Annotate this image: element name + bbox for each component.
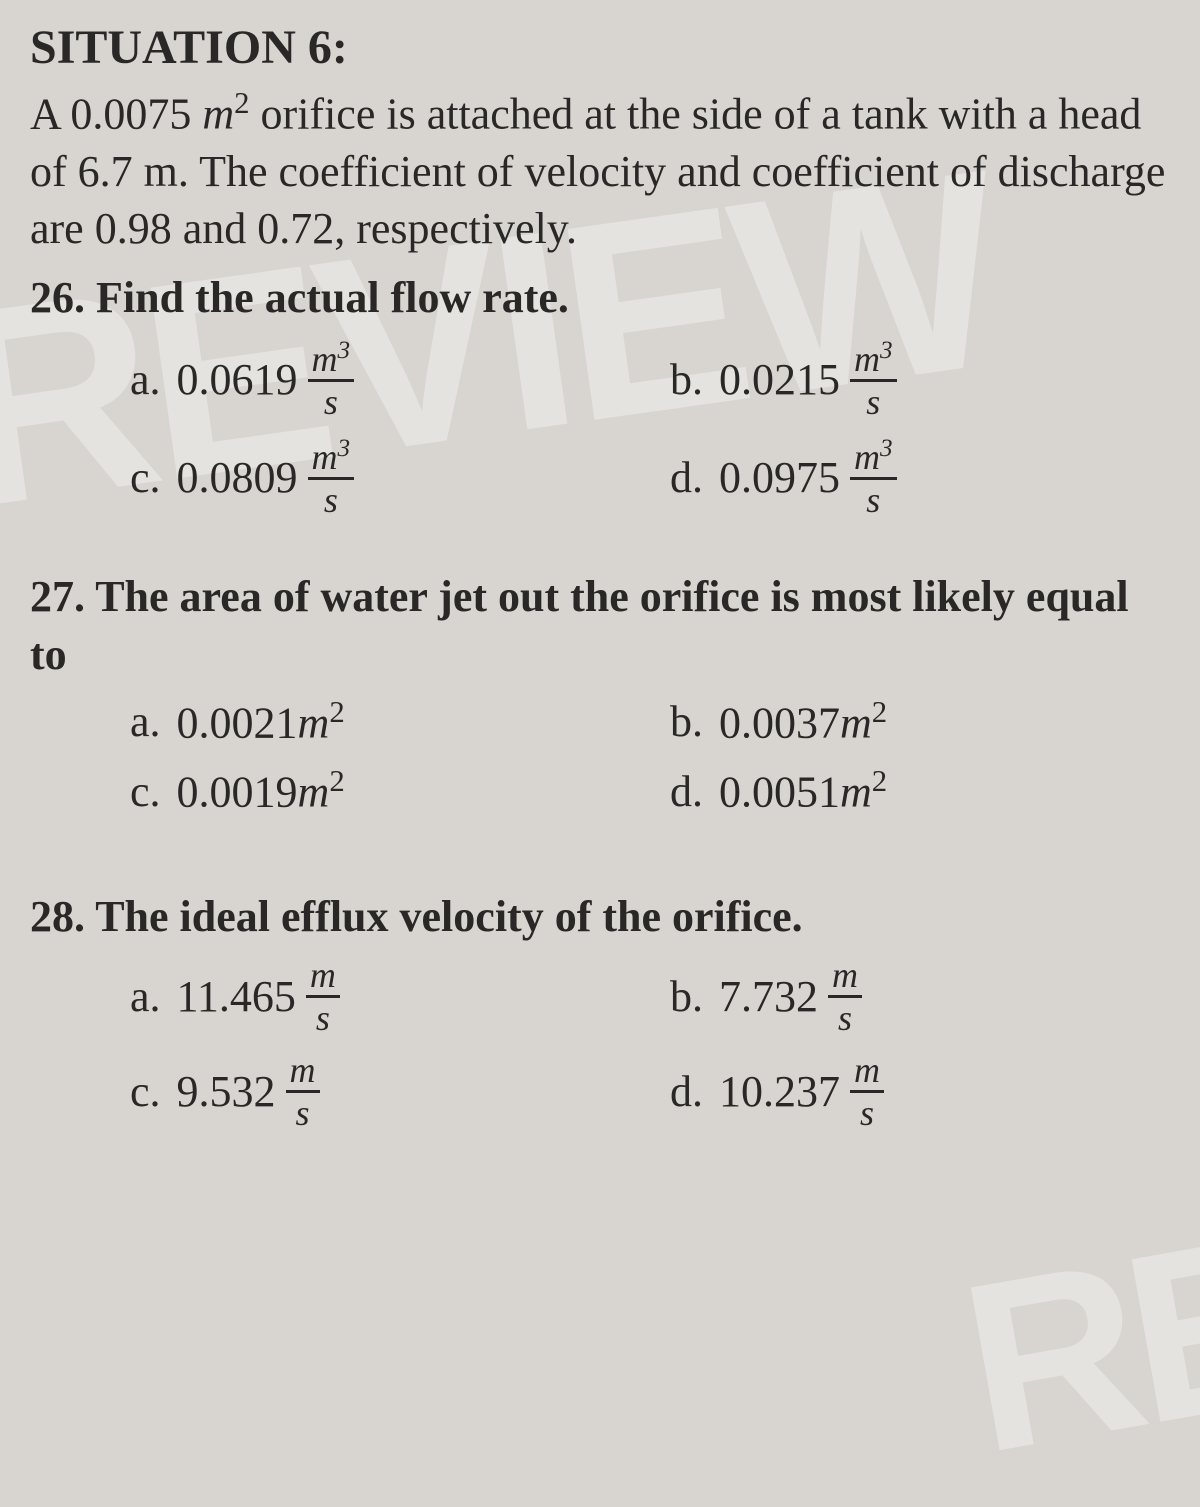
unit-num: m — [850, 1052, 884, 1093]
value-number: 10.237 — [719, 1066, 840, 1117]
value-number: 0.0809 — [177, 452, 298, 503]
q28-option-a: a. 11.465 m s — [130, 957, 630, 1036]
unit: m — [298, 698, 330, 747]
option-value: 0.0037m2 — [719, 695, 887, 749]
option-value: 11.465 m s — [177, 957, 340, 1036]
question-26: 26. Find the actual flow rate. — [30, 269, 1170, 326]
option-label: a. — [130, 971, 161, 1022]
problem-statement: A 0.0075 m2 orifice is attached at the s… — [30, 83, 1170, 257]
q28-option-d: d. 10.237 m s — [670, 1052, 1170, 1131]
unit-fraction: m3 s — [850, 436, 897, 518]
unit-den: s — [316, 998, 330, 1036]
unit-num: m — [854, 437, 880, 477]
q28-option-b: b. 7.732 m s — [670, 957, 1170, 1036]
unit-num: m — [854, 339, 880, 379]
value-number: 0.0037 — [719, 698, 840, 747]
unit-exp: 2 — [872, 695, 887, 729]
unit-fraction: m s — [828, 957, 862, 1036]
option-value: 10.237 m s — [719, 1052, 884, 1131]
value-number: 7.732 — [719, 971, 818, 1022]
unit-num: m — [286, 1052, 320, 1093]
q27-options: a. 0.0021m2 b. 0.0037m2 c. 0.0019m2 d. 0… — [30, 695, 1170, 818]
unit: m — [298, 768, 330, 817]
q26-option-d: d. 0.0975 m3 s — [670, 436, 1170, 518]
unit-num: m — [312, 339, 338, 379]
situation-title: SITUATION 6: — [30, 20, 1170, 75]
unit-den: s — [860, 1093, 874, 1131]
value-number: 0.0019 — [177, 768, 298, 817]
unit-exp: 3 — [880, 337, 893, 364]
unit-fraction: m3 s — [308, 338, 355, 420]
q26-option-a: a. 0.0619 m3 s — [130, 338, 630, 420]
unit-den: s — [838, 998, 852, 1036]
q26-option-c: c. 0.0809 m3 s — [130, 436, 630, 518]
unit-fraction: m s — [850, 1052, 884, 1131]
unit-den: s — [324, 480, 338, 518]
q26-option-b: b. 0.0215 m3 s — [670, 338, 1170, 420]
unit-exp: 3 — [880, 435, 893, 462]
option-label: c. — [130, 766, 161, 817]
unit-den: s — [866, 480, 880, 518]
unit-exp: 3 — [338, 435, 351, 462]
watermark-bottom: RE — [945, 1181, 1200, 1507]
option-label: b. — [670, 971, 703, 1022]
option-value: 0.0021m2 — [177, 695, 345, 749]
option-value: 0.0975 m3 s — [719, 436, 897, 518]
unit-num: m — [306, 957, 340, 998]
option-value: 0.0051m2 — [719, 764, 887, 818]
unit-den: s — [866, 382, 880, 420]
q27-option-a: a. 0.0021m2 — [130, 695, 630, 749]
q27-option-b: b. 0.0037m2 — [670, 695, 1170, 749]
unit-fraction: m s — [306, 957, 340, 1036]
unit: m — [840, 768, 872, 817]
q28-option-c: c. 9.532 m s — [130, 1052, 630, 1131]
option-label: c. — [130, 452, 161, 503]
statement-unit1: m — [202, 90, 234, 139]
question-27: 27. The area of water jet out the orific… — [30, 568, 1170, 682]
option-label: c. — [130, 1066, 161, 1117]
q28-options: a. 11.465 m s b. 7.732 m s c. 9.5 — [30, 957, 1170, 1131]
unit-den: s — [296, 1093, 310, 1131]
option-value: 0.0809 m3 s — [177, 436, 355, 518]
unit-exp: 2 — [329, 764, 344, 798]
unit-num: m — [828, 957, 862, 998]
option-label: a. — [130, 354, 161, 405]
statement-part1: A 0.0075 — [30, 90, 202, 139]
value-number: 0.0975 — [719, 452, 840, 503]
unit-fraction: m s — [286, 1052, 320, 1131]
document-content: SITUATION 6: A 0.0075 m2 orifice is atta… — [30, 20, 1170, 1131]
unit-fraction: m3 s — [308, 436, 355, 518]
value-number: 11.465 — [177, 971, 296, 1022]
value-number: 9.532 — [177, 1066, 276, 1117]
option-label: d. — [670, 1066, 703, 1117]
option-label: d. — [670, 452, 703, 503]
statement-exp1: 2 — [234, 86, 249, 120]
unit-num: m — [312, 437, 338, 477]
option-value: 0.0215 m3 s — [719, 338, 897, 420]
question-28: 28. The ideal efflux velocity of the ori… — [30, 888, 1170, 945]
q27-option-d: d. 0.0051m2 — [670, 764, 1170, 818]
option-value: 0.0619 m3 s — [177, 338, 355, 420]
option-label: b. — [670, 696, 703, 747]
option-label: d. — [670, 766, 703, 817]
value-number: 0.0215 — [719, 354, 840, 405]
unit-exp: 2 — [329, 695, 344, 729]
option-value: 9.532 m s — [177, 1052, 320, 1131]
value-number: 0.0619 — [177, 354, 298, 405]
q26-options: a. 0.0619 m3 s b. 0.0215 m3 s c. — [30, 338, 1170, 518]
option-label: b. — [670, 354, 703, 405]
option-value: 0.0019m2 — [177, 764, 345, 818]
unit: m — [840, 698, 872, 747]
q27-option-c: c. 0.0019m2 — [130, 764, 630, 818]
unit-exp: 3 — [338, 337, 351, 364]
value-number: 0.0051 — [719, 768, 840, 817]
unit-den: s — [324, 382, 338, 420]
unit-fraction: m3 s — [850, 338, 897, 420]
option-value: 7.732 m s — [719, 957, 862, 1036]
unit-exp: 2 — [872, 764, 887, 798]
value-number: 0.0021 — [177, 698, 298, 747]
option-label: a. — [130, 696, 161, 747]
